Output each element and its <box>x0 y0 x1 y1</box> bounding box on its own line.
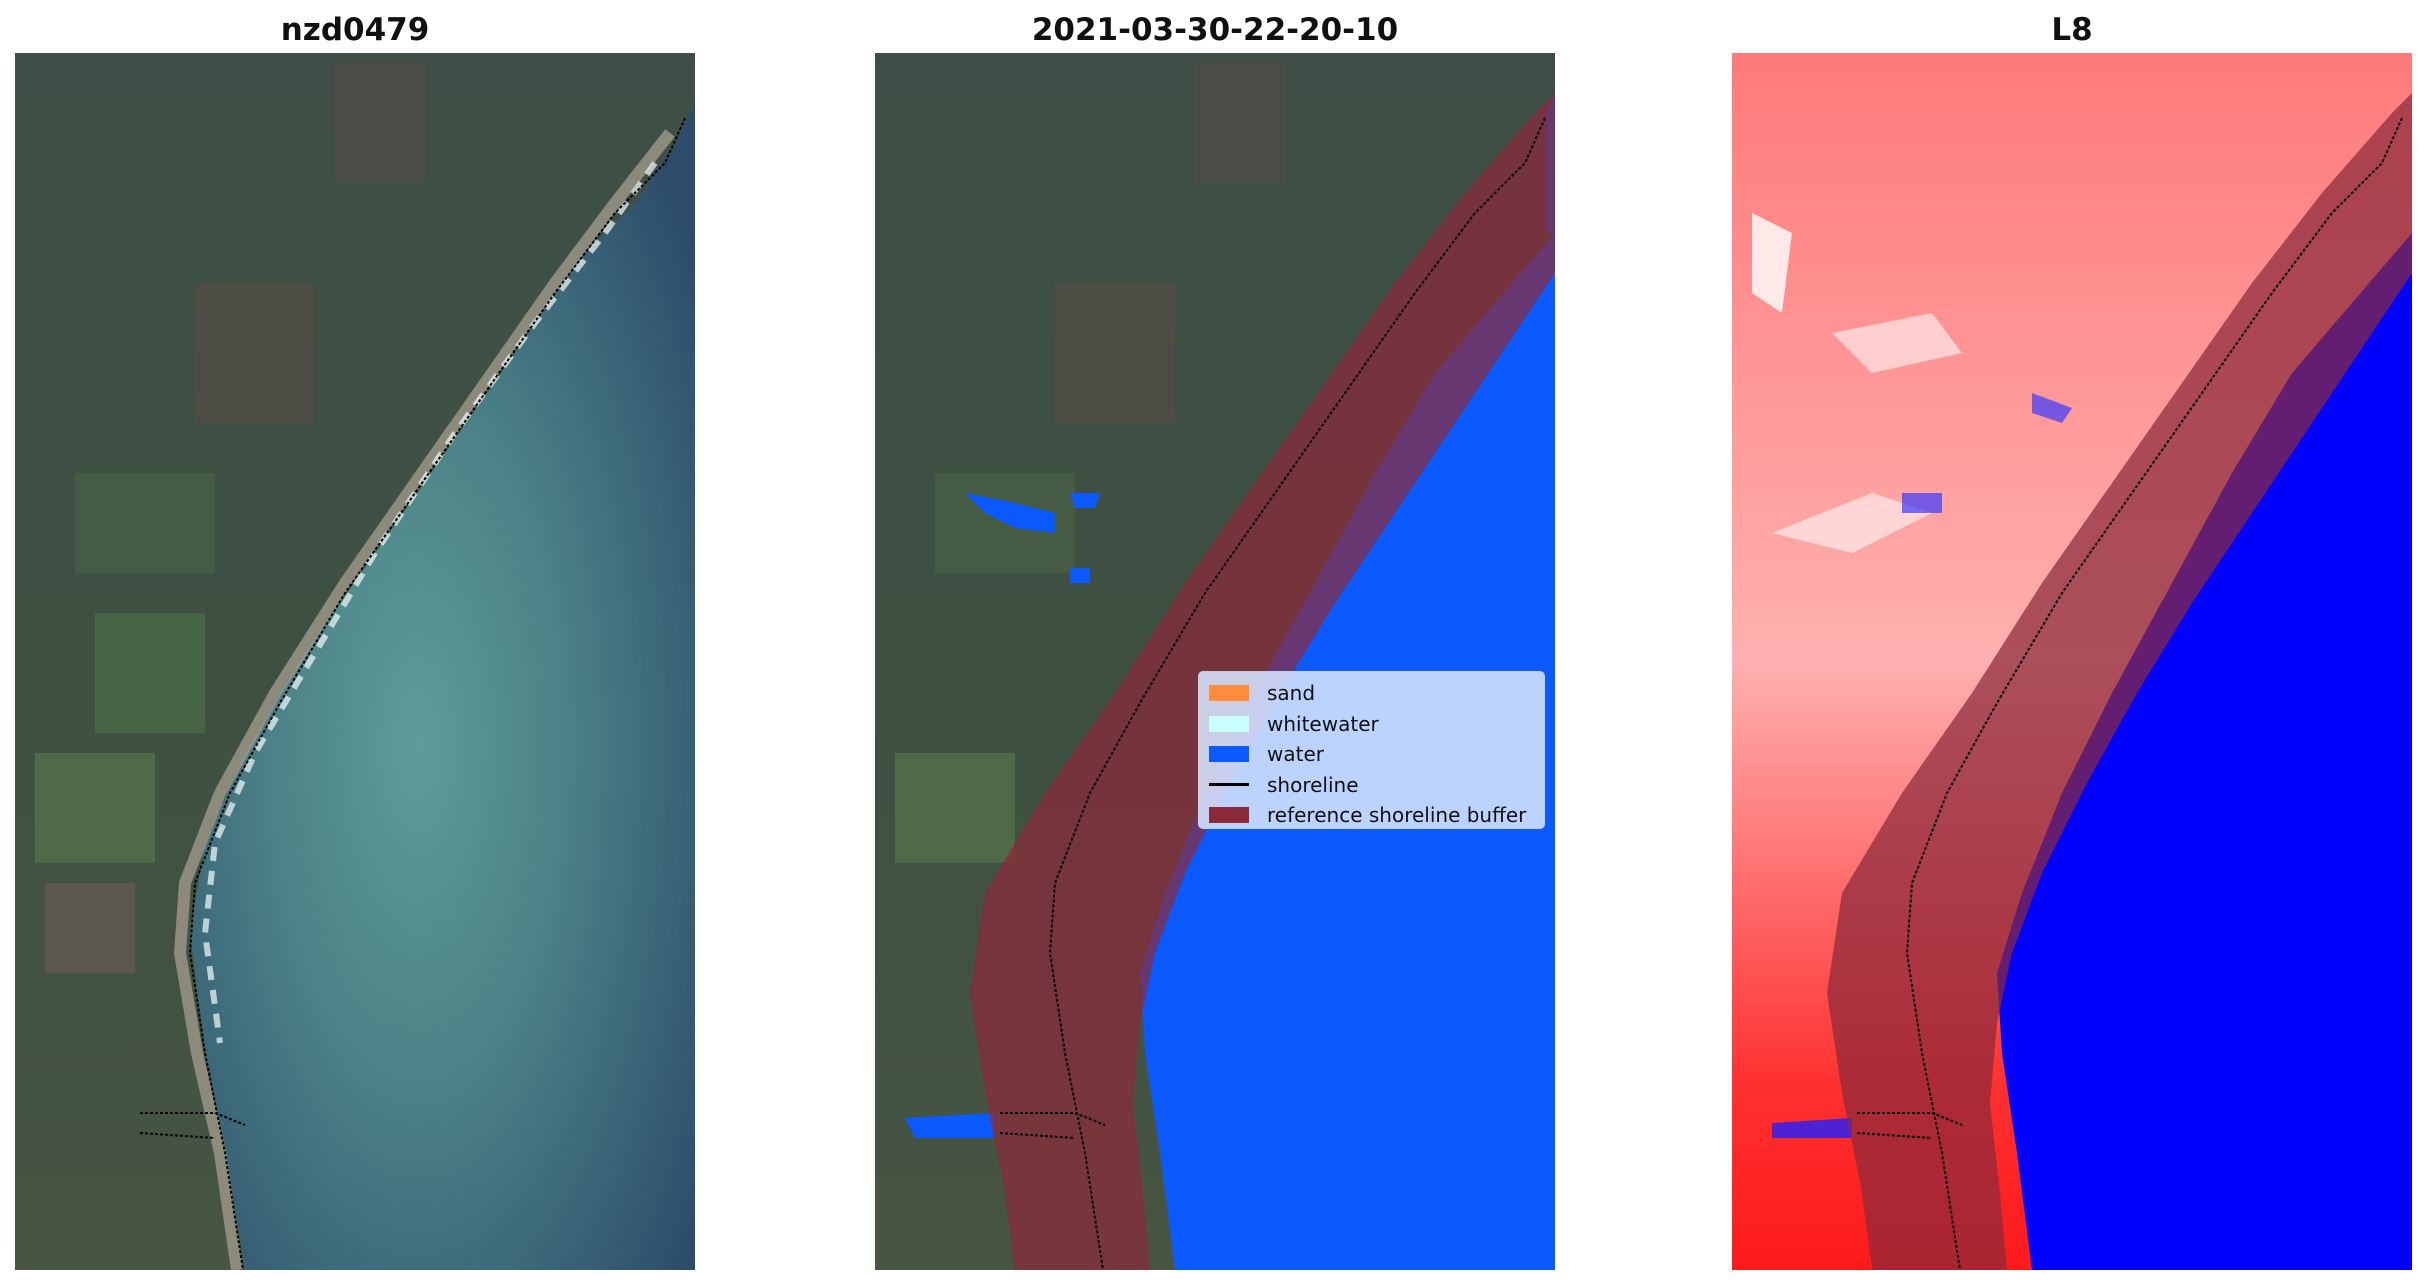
legend: sand whitewater water shoreline referenc… <box>1198 671 1545 829</box>
rgb-image-panel <box>15 53 695 1270</box>
sand-swatch <box>1209 685 1249 702</box>
panel-title-index: L8 <box>2051 12 2093 48</box>
legend-label-sand: sand <box>1267 681 1316 706</box>
legend-label-water: water <box>1267 742 1324 767</box>
panel-title-rgb: nzd0479 <box>280 12 430 48</box>
panel-title-classified: 2021-03-30-22-20-10 <box>1031 12 1399 48</box>
water-swatch <box>1209 746 1249 763</box>
legend-label-buffer: reference shoreline buffer <box>1267 803 1527 828</box>
water-index-image <box>1732 53 2412 1270</box>
legend-label-whitewater: whitewater <box>1267 711 1379 736</box>
shoreline-line-swatch <box>1209 783 1249 787</box>
legend-item-whitewater: whitewater <box>1209 709 1534 740</box>
classified-image <box>875 53 1555 1270</box>
legend-item-water: water <box>1209 739 1534 770</box>
legend-label-shoreline: shoreline <box>1267 772 1359 797</box>
legend-item-buffer: reference shoreline buffer <box>1209 800 1534 831</box>
index-image-panel <box>1732 53 2412 1270</box>
rgb-satellite-image <box>15 53 695 1270</box>
legend-item-shoreline: shoreline <box>1209 770 1534 801</box>
legend-item-sand: sand <box>1209 678 1534 709</box>
classified-image-panel <box>875 53 1555 1270</box>
whitewater-swatch <box>1209 715 1249 732</box>
buffer-swatch <box>1209 807 1249 824</box>
